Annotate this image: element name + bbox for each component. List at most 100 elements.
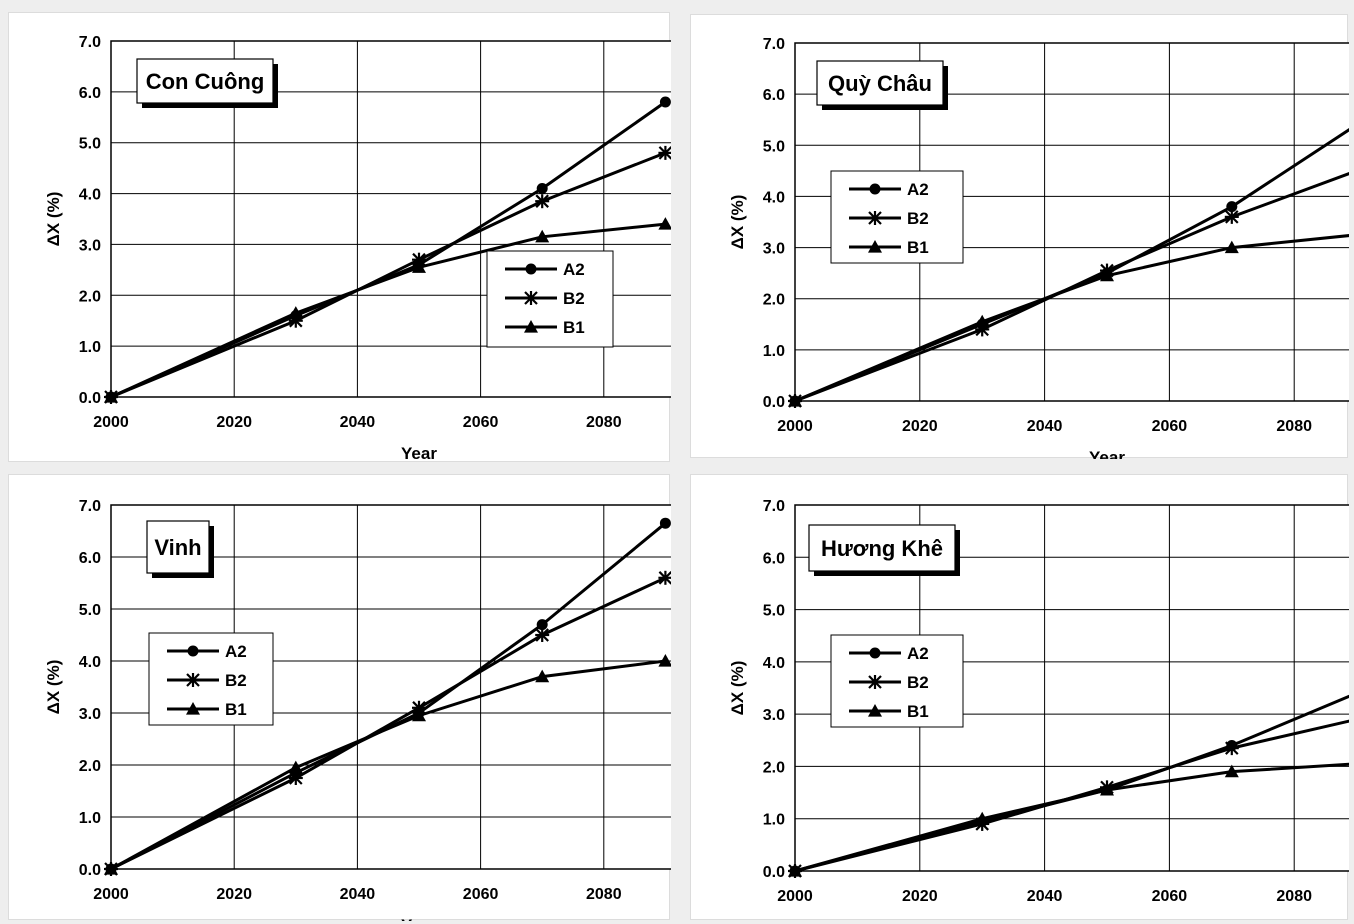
data-point-b1	[788, 864, 802, 877]
x-tick-label: 2000	[777, 418, 813, 435]
data-point-b1	[658, 654, 671, 667]
legend-label-b1: B1	[563, 318, 585, 337]
chart-title-box	[146, 520, 210, 574]
x-tick-label: 2080	[586, 414, 622, 431]
data-point-a2	[659, 517, 671, 529]
legend-label-a2: A2	[225, 642, 247, 661]
y-tick-label: 5.0	[79, 602, 101, 619]
x-tick-label: 2040	[340, 414, 376, 431]
legend-label-b1: B1	[907, 238, 929, 257]
data-point-b1	[658, 217, 671, 230]
y-tick-label: 1.0	[79, 810, 101, 827]
y-tick-label: 2.0	[763, 292, 785, 309]
legend-marker-a2	[525, 263, 537, 275]
chart-title: Hương Khê	[821, 536, 943, 561]
data-point-b1	[1224, 764, 1239, 778]
data-point-b1	[104, 862, 118, 875]
x-tick-label: 2040	[1027, 888, 1063, 905]
x-axis-title: Year	[401, 916, 437, 921]
chart-panel-vinh: 0.0 1.0 2.0 3.0 4.0 5.0 6.0 7.0 2000 2020 2040 2060…	[8, 474, 671, 921]
data-point-b2	[658, 570, 671, 585]
y-tick-label: 3.0	[763, 241, 785, 258]
legend-marker-b2	[868, 211, 882, 225]
x-axis-title: Year	[1089, 448, 1125, 459]
data-point-b1	[288, 760, 303, 774]
legend-label-b1: B1	[907, 702, 929, 721]
legend-marker-b1	[868, 240, 882, 253]
chart-panel-con-cuong: 0.0 1.0 2.0 3.0 4.0 5.0 6.0 7.0 2000 2020 2040 2060…	[8, 12, 671, 463]
data-point-b2	[1224, 209, 1239, 224]
data-point-b1	[412, 708, 426, 722]
y-tick-label: 3.0	[79, 237, 101, 254]
y-tick-label: 2.0	[79, 758, 101, 775]
series-markers-b1	[788, 240, 1239, 407]
data-point-b1	[788, 394, 802, 407]
data-point-a2	[1226, 201, 1238, 213]
y-tick-label: 2.0	[79, 288, 101, 305]
y-tick-label: 1.0	[79, 339, 101, 356]
y-tick-label: 4.0	[79, 187, 101, 204]
x-tick-label: 2080	[586, 886, 622, 903]
legend-label-b1: B1	[225, 700, 247, 719]
x-tick-label: 2060	[463, 886, 499, 903]
chart-vinh: 0.0 1.0 2.0 3.0 4.0 5.0 6.0 7.0 2000 2020 2040 2060…	[44, 498, 671, 921]
data-point-b2	[658, 145, 671, 160]
x-tick-label: 2060	[463, 414, 499, 431]
data-point-b2	[1224, 741, 1239, 756]
legend-marker-b2	[868, 675, 882, 689]
x-tick-label: 2080	[1276, 888, 1312, 905]
data-point-b2	[535, 194, 550, 209]
y-tick-label: 0.0	[79, 390, 101, 407]
x-tick-label: 2020	[902, 888, 938, 905]
x-axis-title: Year	[1089, 918, 1125, 921]
data-point-b1	[535, 229, 550, 243]
chart-title: Con Cuông	[146, 69, 265, 94]
legend-marker-a2	[187, 645, 199, 657]
data-point-b1	[1100, 268, 1114, 282]
data-point-b1	[535, 669, 550, 683]
data-point-b1	[1224, 240, 1239, 254]
chart-title: Quỳ Châu	[828, 71, 932, 96]
series-markers-b1	[788, 764, 1239, 877]
x-tick-label: 2020	[216, 886, 252, 903]
legend-marker-b1	[868, 704, 882, 717]
data-point-a2	[536, 182, 548, 194]
legend-label-a2: A2	[907, 180, 929, 199]
x-tick-label: 2040	[340, 886, 376, 903]
y-tick-label: 4.0	[79, 654, 101, 671]
y-tick-label: 2.0	[763, 759, 785, 776]
data-point-b1	[975, 314, 990, 328]
legend-marker-b2	[186, 673, 200, 687]
y-tick-label: 3.0	[763, 707, 785, 724]
y-tick-label: 7.0	[763, 36, 785, 53]
legend-label-a2: A2	[563, 260, 585, 279]
x-tick-label: 2080	[1276, 418, 1312, 435]
legend-marker-b1	[524, 320, 538, 333]
data-point-b1	[104, 390, 118, 403]
y-tick-label: 3.0	[79, 706, 101, 723]
x-tick-label: 2000	[777, 888, 813, 905]
y-tick-label: 5.0	[763, 138, 785, 155]
chart-title-box	[136, 58, 274, 104]
y-axis-title: ΔX (%)	[44, 660, 63, 715]
y-tick-label: 5.0	[763, 603, 785, 620]
x-tick-label: 2060	[1152, 418, 1188, 435]
y-axis-title: ΔX (%)	[44, 192, 63, 247]
chart-con-cuong: 0.0 1.0 2.0 3.0 4.0 5.0 6.0 7.0 2000 2020 2040 2060…	[44, 34, 671, 463]
y-tick-label: 6.0	[763, 87, 785, 104]
y-tick-label: 0.0	[763, 394, 785, 411]
data-point-a2	[536, 619, 548, 631]
x-axis-title: Year	[401, 444, 437, 463]
x-tick-label: 2020	[902, 418, 938, 435]
y-tick-label: 5.0	[79, 136, 101, 153]
y-tick-label: 4.0	[763, 655, 785, 672]
legend-marker-a2	[869, 183, 881, 195]
x-tick-label: 2060	[1152, 888, 1188, 905]
data-point-b2	[535, 628, 550, 642]
legend-label-b2: B2	[563, 289, 585, 308]
y-tick-label: 7.0	[79, 34, 101, 51]
chart-quy-chau: 0.0 1.0 2.0 3.0 4.0 5.0 6.0 7.0 2000 2020 2040 2060…	[728, 36, 1349, 459]
chart-huong-khe: 0.0 1.0 2.0 3.0 4.0 5.0 6.0 7.0 2000 2020 2040 2060…	[728, 498, 1349, 921]
y-tick-label: 6.0	[763, 550, 785, 567]
chart-title: Vinh	[154, 535, 201, 560]
